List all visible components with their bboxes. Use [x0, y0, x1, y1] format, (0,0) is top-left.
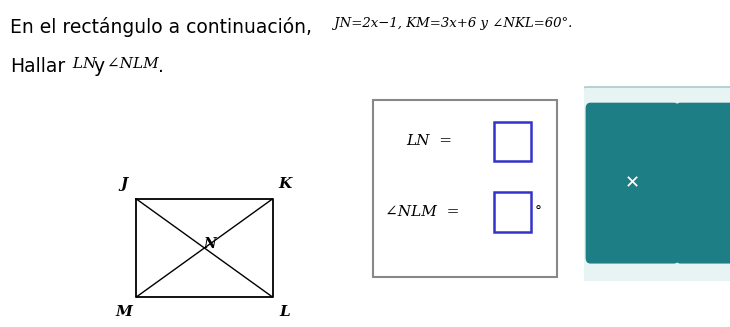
Text: N: N [204, 237, 216, 251]
Text: y: y [88, 57, 105, 76]
Text: J: J [120, 177, 128, 191]
Text: L: L [280, 305, 290, 319]
Bar [493, 122, 531, 161]
Text: JN=2x−1, KM=3x+6 y ∠NKL=60°.: JN=2x−1, KM=3x+6 y ∠NKL=60°. [330, 17, 572, 30]
Text: ∠NLM  =: ∠NLM = [385, 205, 460, 219]
FancyBboxPatch shape [577, 87, 730, 283]
Bar [493, 192, 531, 232]
Text: ∠NLM: ∠NLM [102, 57, 158, 71]
FancyBboxPatch shape [585, 103, 679, 264]
Text: Hallar: Hallar [10, 57, 65, 76]
Text: .: . [158, 57, 164, 76]
Text: °: ° [534, 205, 542, 219]
Text: K: K [278, 177, 291, 191]
Text: LN: LN [68, 57, 96, 71]
Text: LN  =: LN = [406, 134, 452, 148]
Text: En el rectángulo a continuación,: En el rectángulo a continuación, [10, 17, 312, 37]
Text: ✕: ✕ [625, 174, 639, 192]
FancyBboxPatch shape [675, 103, 730, 264]
Text: M: M [115, 305, 132, 319]
